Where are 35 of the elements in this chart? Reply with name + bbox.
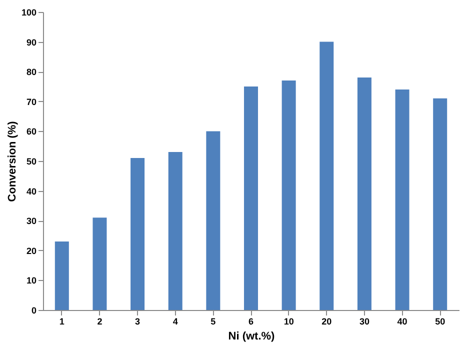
y-tick-label: 20 bbox=[26, 246, 36, 256]
y-axis-title: Conversion (%) bbox=[6, 120, 18, 202]
bar bbox=[92, 218, 107, 310]
x-tick-label: 1 bbox=[59, 316, 64, 326]
bar bbox=[206, 131, 220, 310]
bar bbox=[320, 42, 334, 310]
y-tick-label: 60 bbox=[26, 126, 36, 137]
y-tick-label: 80 bbox=[26, 67, 36, 78]
bar bbox=[54, 241, 69, 310]
bar bbox=[357, 78, 372, 310]
x-tick-label: 40 bbox=[397, 316, 408, 326]
y-tick-label: 10 bbox=[26, 276, 36, 286]
x-tick-label: 4 bbox=[172, 316, 178, 326]
bar bbox=[130, 158, 145, 310]
bar bbox=[244, 86, 258, 310]
x-tick-label: 6 bbox=[248, 316, 254, 326]
x-axis-title: Ni (wt.%) bbox=[228, 330, 276, 342]
x-tick-label: 50 bbox=[435, 316, 446, 326]
x-tick-label: 3 bbox=[135, 316, 140, 326]
bar bbox=[168, 152, 182, 310]
y-tick-label: 70 bbox=[26, 96, 36, 107]
x-tick-label: 5 bbox=[210, 316, 216, 326]
x-tick-label: 20 bbox=[322, 316, 332, 326]
bar bbox=[282, 80, 296, 310]
y-tick-label: 100 bbox=[21, 8, 36, 18]
y-tick-label: 0 bbox=[31, 306, 36, 316]
y-tick-label: 90 bbox=[26, 37, 36, 48]
x-tick-label: 2 bbox=[97, 316, 102, 326]
bar bbox=[433, 98, 448, 310]
x-tick-label: 30 bbox=[359, 316, 370, 326]
y-tick-label: 30 bbox=[26, 216, 36, 226]
x-tick-label: 10 bbox=[284, 316, 294, 326]
y-tick-label: 50 bbox=[26, 156, 36, 166]
bar bbox=[395, 89, 410, 310]
y-tick-label: 40 bbox=[26, 186, 36, 196]
